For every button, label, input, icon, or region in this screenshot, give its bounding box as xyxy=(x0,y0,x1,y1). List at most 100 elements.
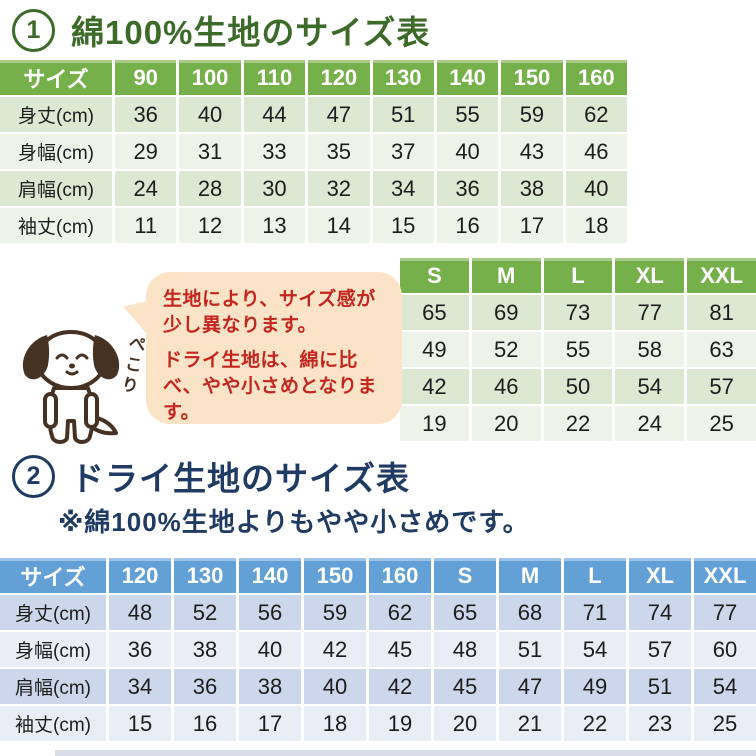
header-cell: 110 xyxy=(243,60,306,95)
table-cell: 57 xyxy=(629,632,691,667)
dry-size-table: サイズ 120 130 140 150 160 S M L XL XXL 身丈(cm) 48 52 56 59… xyxy=(0,558,756,741)
header-cell: XL xyxy=(615,258,685,293)
row-label: 袖丈(cm) xyxy=(0,706,106,741)
header-cell: 130 xyxy=(174,558,236,593)
header-cell: L xyxy=(543,258,613,293)
bubble-line-2: ドライ生地は、綿に比べ、やや小さめとなります。 xyxy=(163,350,377,423)
table-cell: 16 xyxy=(436,208,499,243)
table-cell: 40 xyxy=(239,632,301,667)
header-cell: 90 xyxy=(115,60,177,95)
header-cell: L xyxy=(564,558,626,593)
header-cell: 140 xyxy=(239,558,301,593)
header-cell: サイズ xyxy=(0,60,112,95)
table-cell: 46 xyxy=(471,369,541,404)
header-cell: 160 xyxy=(565,60,627,95)
bubble-line-1: 生地により、サイズ感が少し異なります。 xyxy=(163,289,376,336)
table-cell: 31 xyxy=(179,134,241,169)
table-cell: 74 xyxy=(629,595,691,630)
table-cell: 29 xyxy=(115,134,177,169)
table-cell: 77 xyxy=(694,595,756,630)
cotton-adult-size-table: S M L XL XXL 65 69 73 77 81 49 52 55 58 63 42 46 50 54 57 19… xyxy=(400,258,756,441)
table-cell: 51 xyxy=(629,669,691,704)
table-cell: 63 xyxy=(687,332,756,367)
table-cell: 36 xyxy=(174,669,236,704)
table-cell: 14 xyxy=(308,208,370,243)
table-cell: 16 xyxy=(174,706,236,741)
table-cell: 47 xyxy=(308,97,370,132)
header-cell: S xyxy=(434,558,496,593)
table-cell: 15 xyxy=(372,208,434,243)
row-label: 肩幅(cm) xyxy=(0,171,112,206)
table-cell: 51 xyxy=(372,97,434,132)
table-cell: 38 xyxy=(239,669,301,704)
table-cell: 59 xyxy=(501,97,563,132)
header-cell: S xyxy=(400,258,469,293)
row-label: 袖丈(cm) xyxy=(0,208,112,243)
header-cell: M xyxy=(499,558,561,593)
table-cell: 36 xyxy=(115,97,177,132)
table-cell: 17 xyxy=(501,208,563,243)
header-cell: 100 xyxy=(179,60,241,95)
table-cell: 55 xyxy=(436,97,499,132)
cotton-size-table: サイズ 90 100 110 120 130 140 150 160 身丈(cm) 36 40 44 47… xyxy=(0,60,627,243)
table-cell: 55 xyxy=(543,332,613,367)
table-cell: 81 xyxy=(687,295,756,330)
row-label: 身丈(cm) xyxy=(0,97,112,132)
header-cell: XXL xyxy=(694,558,756,593)
table-cell: 38 xyxy=(174,632,236,667)
table-cell: 37 xyxy=(372,134,434,169)
table-cell: 44 xyxy=(243,97,306,132)
table-cell: 24 xyxy=(115,171,177,206)
table-cell: 59 xyxy=(304,595,366,630)
table-cell: 57 xyxy=(687,369,756,404)
header-cell: 120 xyxy=(109,558,171,593)
table-cell: 62 xyxy=(369,595,431,630)
table-cell: 28 xyxy=(179,171,241,206)
table-cell: 23 xyxy=(629,706,691,741)
row-label: 身丈(cm) xyxy=(0,595,106,630)
table-cell: 77 xyxy=(615,295,685,330)
header-cell: M xyxy=(471,258,541,293)
header-cell: XXL xyxy=(687,258,756,293)
table-cell: 50 xyxy=(543,369,613,404)
table-cell: 35 xyxy=(308,134,370,169)
table-cell: 36 xyxy=(436,171,499,206)
table-cell: 48 xyxy=(434,632,496,667)
table-cell: 22 xyxy=(564,706,626,741)
section1-title: 1 綿100%生地のサイズ表 xyxy=(12,6,430,54)
table-cell: 42 xyxy=(304,632,366,667)
table-cell: 56 xyxy=(239,595,301,630)
table-cell: 25 xyxy=(687,406,756,441)
table-cell: 48 xyxy=(109,595,171,630)
table-cell: 45 xyxy=(434,669,496,704)
table-cell: 42 xyxy=(369,669,431,704)
table-cell: 65 xyxy=(400,295,469,330)
table-cell: 34 xyxy=(372,171,434,206)
table-cell: 19 xyxy=(400,406,469,441)
table-cell: 38 xyxy=(501,171,563,206)
table-cell: 24 xyxy=(615,406,685,441)
speech-bubble: 生地により、サイズ感が少し異なります。 ドライ生地は、綿に比べ、やや小さめとなり… xyxy=(120,272,402,424)
table-cell: 58 xyxy=(615,332,685,367)
table-cell: 33 xyxy=(243,134,306,169)
section2-title: 2 ドライ生地のサイズ表 xyxy=(12,452,410,500)
table-cell: 43 xyxy=(501,134,563,169)
table-cell: 20 xyxy=(471,406,541,441)
table-cell: 21 xyxy=(499,706,561,741)
table-cell: 22 xyxy=(543,406,613,441)
header-cell: XL xyxy=(629,558,691,593)
table-cell: 71 xyxy=(564,595,626,630)
header-cell: 150 xyxy=(304,558,366,593)
row-label: 身幅(cm) xyxy=(0,134,112,169)
table-cell: 34 xyxy=(109,669,171,704)
table-cell: 52 xyxy=(471,332,541,367)
table-cell: 20 xyxy=(434,706,496,741)
section1-title-text: 綿100%生地のサイズ表 xyxy=(71,14,431,51)
bottom-crop-strip xyxy=(55,750,756,756)
table-cell: 62 xyxy=(565,97,627,132)
table-cell: 51 xyxy=(499,632,561,667)
table-cell: 54 xyxy=(694,669,756,704)
table-cell: 15 xyxy=(109,706,171,741)
table-cell: 25 xyxy=(694,706,756,741)
